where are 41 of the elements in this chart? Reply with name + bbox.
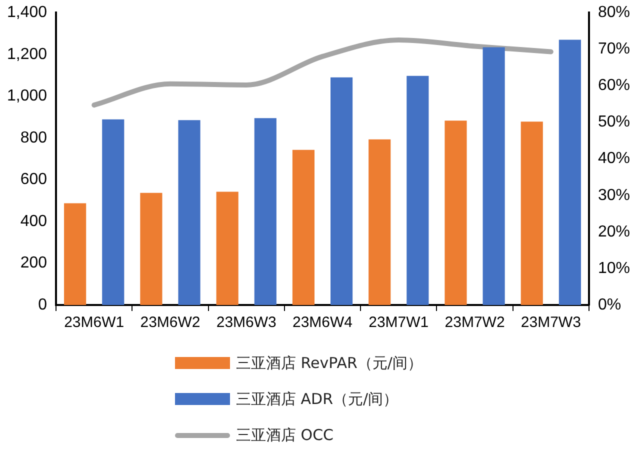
bar [482,47,505,305]
x-tick-label: 23M6W3 [216,314,276,332]
y2-tick-label: 20% [598,223,630,240]
legend-label: 三亚酒店 ADR（元/间） [236,390,398,408]
x-tick-label: 23M6W4 [292,314,353,332]
y2-tick-label: 60% [598,77,630,94]
x-tick-label: 23M6W2 [140,314,200,332]
y2-tick-label: 50% [598,114,630,131]
bar [406,76,429,305]
y2-tick-label: 40% [598,150,630,168]
bar [444,120,467,305]
y2-tick-label: 80% [598,4,630,22]
y-tick-label: 1,000 [6,88,48,105]
bar [254,118,276,305]
y-tick-label: 0 [38,296,48,314]
bar [330,77,353,305]
y2-tick-label: 0% [598,296,622,314]
bar [520,122,543,305]
y2-tick-label: 30% [598,186,630,204]
y2-tick-label: 10% [598,260,630,277]
y-tick-label: 600 [20,171,48,188]
legend-label: 三亚酒店 RevPAR（元/间） [236,354,422,372]
x-tick-label: 23M6W1 [64,314,124,332]
bar [102,119,124,305]
y-tick-label: 1,400 [6,4,48,22]
bar [368,139,391,305]
y-tick-label: 1,200 [6,46,48,63]
bar [178,120,200,305]
x-tick-label: 23M7W3 [520,314,581,332]
y-tick-label: 800 [20,129,48,146]
x-tick-label: 23M7W2 [444,314,505,332]
bar [140,192,162,305]
y-tick-label: 400 [20,212,48,230]
x-tick-label: 23M7W1 [368,314,429,332]
bar [558,40,581,305]
y-tick-label: 200 [20,254,48,272]
legend-label: 三亚酒店 OCC [236,426,334,444]
bar [64,203,86,305]
y2-tick-label: 70% [598,40,630,58]
bar [216,192,238,305]
bar [292,150,315,305]
